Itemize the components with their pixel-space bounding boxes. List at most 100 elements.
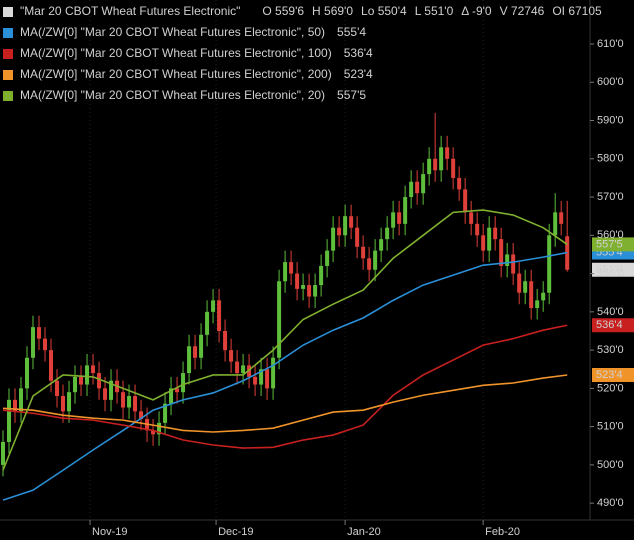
candle-body	[373, 250, 378, 270]
candle-body	[439, 147, 444, 171]
candle-body	[97, 373, 102, 389]
y-tick-label: 570'0	[597, 191, 624, 203]
value-badge-label: 557'5	[596, 238, 623, 250]
candle-body	[529, 281, 534, 309]
candle-body	[19, 388, 24, 412]
candle-body	[229, 350, 234, 362]
candle-body	[109, 380, 114, 400]
candle-body	[385, 227, 390, 240]
candle-body	[433, 158, 438, 171]
candle-body	[331, 227, 336, 251]
legend-value: 557'5	[337, 88, 366, 102]
quote-field: V 72746	[500, 4, 545, 18]
candle-body	[319, 265, 324, 286]
candle-body	[1, 441, 6, 465]
candle-body	[61, 396, 66, 412]
value-badge-label: 551'0	[596, 264, 623, 276]
legend-label: MA(/ZW[0] "Mar 20 CBOT Wheat Futures Ele…	[20, 46, 332, 60]
candle-body	[511, 254, 516, 274]
candle-body	[163, 403, 168, 423]
moving-average-line	[2, 324, 568, 449]
candle-body	[169, 388, 174, 404]
candle-body	[355, 227, 360, 247]
candle-body	[271, 357, 276, 389]
chart-title: "Mar 20 CBOT Wheat Futures Electronic"	[20, 4, 240, 18]
candle-body	[547, 235, 552, 293]
candle-body	[289, 262, 294, 274]
candle-body	[517, 273, 522, 293]
y-tick-label: 560'0	[597, 229, 624, 241]
quote-field: L 551'0	[415, 4, 454, 18]
candle-body	[361, 246, 366, 259]
candle-body	[223, 330, 228, 351]
y-tick-label: 520'0	[597, 382, 624, 394]
candle-body	[559, 212, 564, 224]
candle-body	[217, 300, 222, 331]
candle-body	[301, 285, 306, 289]
candle-body	[349, 216, 354, 228]
legend-swatch	[3, 49, 13, 59]
y-tick-label: 500'0	[597, 459, 624, 471]
candle-body	[25, 357, 30, 389]
candle-body	[457, 177, 462, 190]
candle-body	[103, 388, 108, 400]
candle-body	[133, 396, 138, 412]
candle-body	[127, 396, 132, 408]
y-tick-label: 540'0	[597, 306, 624, 318]
candle-body	[469, 212, 474, 224]
candle-body	[379, 239, 384, 251]
x-tick-label: Feb-20	[485, 526, 520, 538]
legend-swatch	[3, 91, 13, 101]
legend-value: 555'4	[337, 25, 366, 39]
y-tick-label: 580'0	[597, 153, 624, 165]
value-badge	[592, 262, 634, 277]
candle-body	[121, 392, 126, 408]
candle-body	[283, 262, 288, 282]
candle-body	[247, 365, 252, 377]
candle-body	[43, 338, 48, 351]
candle-body	[13, 399, 18, 412]
quote-field: H 569'0	[312, 4, 353, 18]
plot	[1, 0, 570, 520]
overlay: "Mar 20 CBOT Wheat Futures Electronic" O …	[3, 4, 634, 382]
candle-body	[151, 430, 156, 435]
quote-field: Lo 550'4	[361, 4, 407, 18]
candle-body	[475, 223, 480, 236]
candle-body	[175, 388, 180, 393]
legend-swatch	[3, 7, 13, 17]
candle-body	[55, 380, 60, 397]
x-tick-label: Dec-19	[218, 526, 253, 538]
candle-body	[139, 411, 144, 419]
candle-body	[445, 147, 450, 159]
candle-body	[193, 346, 198, 358]
legend-label: MA(/ZW[0] "Mar 20 CBOT Wheat Futures Ele…	[20, 25, 325, 39]
quote-field: Δ -9'0	[461, 4, 492, 18]
value-badge-label: 523'4	[596, 369, 623, 381]
candle-body	[505, 254, 510, 266]
candle-body	[397, 212, 402, 224]
candle-body	[7, 399, 12, 442]
candle-body	[37, 327, 42, 339]
candle-body	[241, 365, 246, 374]
candle-body	[265, 369, 270, 389]
y-tick-label: 610'0	[597, 38, 624, 50]
candle-body	[391, 212, 396, 228]
candle-body	[541, 292, 546, 301]
moving-average-line	[2, 251, 568, 501]
quote-field: O 559'6	[262, 4, 304, 18]
candle-body	[205, 311, 210, 335]
candle-body	[325, 250, 330, 266]
legend-value: 536'4	[344, 46, 373, 60]
y-tick-label: 550'0	[597, 267, 624, 279]
candle-body	[67, 392, 72, 412]
candle-body	[427, 158, 432, 175]
candle-body	[277, 281, 282, 358]
moving-average-line	[2, 209, 568, 471]
candle-body	[523, 281, 528, 293]
legend-value: 523'4	[344, 67, 373, 81]
candle-body	[79, 376, 84, 385]
candle-body	[187, 346, 192, 374]
candle-body	[487, 227, 492, 251]
candle-body	[49, 350, 54, 381]
candle-body	[73, 376, 78, 393]
